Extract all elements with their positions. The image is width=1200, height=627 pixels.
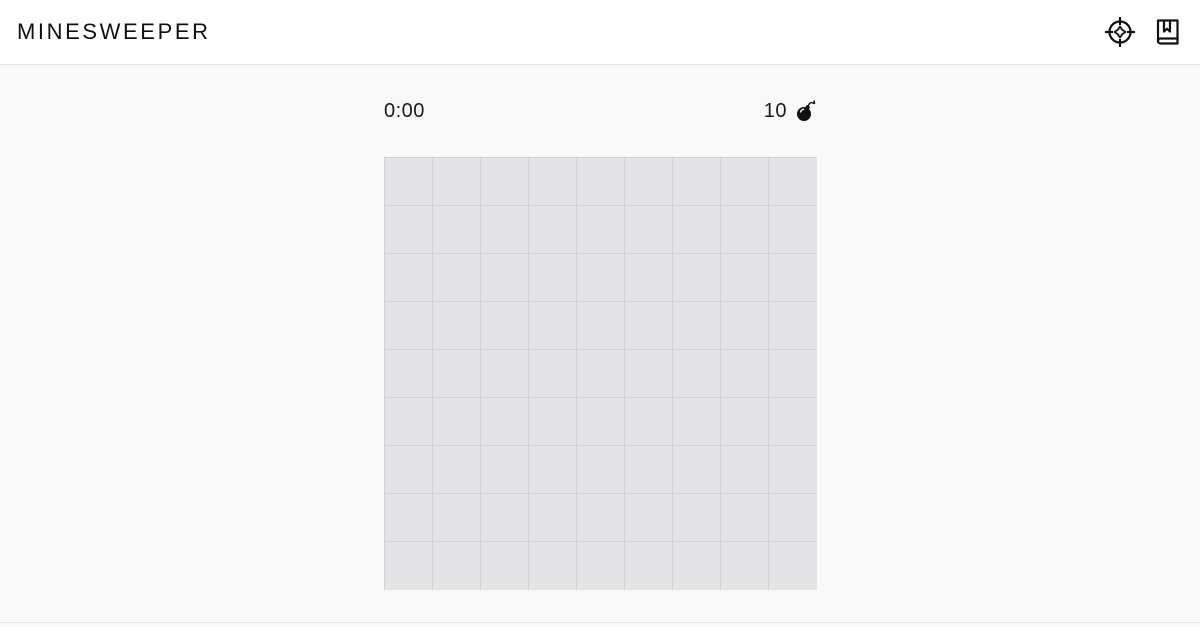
board-cell[interactable] (625, 350, 673, 398)
board-cell[interactable] (625, 206, 673, 254)
board-cell[interactable] (625, 302, 673, 350)
board-cell[interactable] (385, 542, 433, 590)
board-cell[interactable] (529, 350, 577, 398)
board-cell[interactable] (433, 350, 481, 398)
board-cell[interactable] (625, 542, 673, 590)
game-status-bar: 0:00 10 (384, 98, 817, 124)
board-cell[interactable] (577, 206, 625, 254)
board-cell[interactable] (481, 206, 529, 254)
board-cell[interactable] (721, 254, 769, 302)
mines-remaining: 10 (763, 100, 787, 122)
board-cell[interactable] (433, 302, 481, 350)
board-cell[interactable] (577, 398, 625, 446)
board-cell[interactable] (481, 302, 529, 350)
board-cell[interactable] (529, 254, 577, 302)
timer: 0:00 (384, 100, 425, 122)
board-cell[interactable] (625, 446, 673, 494)
board-cell[interactable] (433, 542, 481, 590)
app-title: MINESWEEPER (17, 19, 211, 44)
board-cell[interactable] (481, 158, 529, 206)
board-cell[interactable] (529, 542, 577, 590)
board-cell[interactable] (577, 158, 625, 206)
board-cell[interactable] (529, 302, 577, 350)
board-cell[interactable] (721, 494, 769, 542)
board-cell[interactable] (481, 446, 529, 494)
board-cell[interactable] (385, 494, 433, 542)
board-cell[interactable] (577, 350, 625, 398)
board-cell[interactable] (433, 158, 481, 206)
book-icon (1156, 19, 1179, 45)
board-cell[interactable] (433, 206, 481, 254)
board-cell[interactable] (625, 158, 673, 206)
board-cell[interactable] (385, 350, 433, 398)
rules-book-button[interactable] (1152, 16, 1184, 48)
board-cell[interactable] (673, 398, 721, 446)
board-cell[interactable] (721, 542, 769, 590)
board-cell[interactable] (481, 350, 529, 398)
board-cell[interactable] (385, 398, 433, 446)
board-cell[interactable] (529, 158, 577, 206)
board-cell[interactable] (721, 302, 769, 350)
board-cell[interactable] (433, 494, 481, 542)
board-cell[interactable] (481, 494, 529, 542)
board-cell[interactable] (673, 542, 721, 590)
board-cell[interactable] (481, 254, 529, 302)
board-cell[interactable] (385, 302, 433, 350)
board-cell[interactable] (673, 158, 721, 206)
board-cell[interactable] (385, 446, 433, 494)
board-cell[interactable] (529, 398, 577, 446)
board-cell[interactable] (625, 494, 673, 542)
board-cell[interactable] (433, 398, 481, 446)
board-cell[interactable] (625, 398, 673, 446)
minefield-board (384, 157, 817, 590)
app-header: MINESWEEPER (0, 0, 1200, 65)
board-cell[interactable] (433, 446, 481, 494)
mine-counter: 10 (764, 98, 817, 124)
board-cell[interactable] (769, 398, 817, 446)
board-cell[interactable] (577, 542, 625, 590)
board-cell[interactable] (673, 254, 721, 302)
bomb-icon (797, 100, 816, 121)
board-cell[interactable] (481, 542, 529, 590)
board-cell[interactable] (673, 494, 721, 542)
board-cell[interactable] (529, 446, 577, 494)
footer-divider (0, 622, 1200, 623)
board-cell[interactable] (625, 254, 673, 302)
board-cell[interactable] (433, 254, 481, 302)
board-cell[interactable] (673, 350, 721, 398)
board-cell[interactable] (769, 254, 817, 302)
board-cell[interactable] (577, 302, 625, 350)
board-cell[interactable] (577, 446, 625, 494)
board-cell[interactable] (673, 446, 721, 494)
crosshair-button[interactable] (1104, 16, 1136, 48)
board-cell[interactable] (769, 494, 817, 542)
board-cell[interactable] (529, 206, 577, 254)
board-cell[interactable] (577, 494, 625, 542)
board-cell[interactable] (721, 446, 769, 494)
board-cell[interactable] (769, 446, 817, 494)
board-cell[interactable] (721, 158, 769, 206)
board-cell[interactable] (481, 398, 529, 446)
board-cell[interactable] (385, 158, 433, 206)
board-cell[interactable] (673, 206, 721, 254)
board-cell[interactable] (721, 350, 769, 398)
board-cell[interactable] (769, 206, 817, 254)
board-cell[interactable] (385, 254, 433, 302)
board-cell[interactable] (673, 302, 721, 350)
board-cell[interactable] (385, 206, 433, 254)
crosshair-icon (1105, 17, 1135, 47)
board-cell[interactable] (529, 494, 577, 542)
board-cell[interactable] (769, 302, 817, 350)
board-cell[interactable] (769, 542, 817, 590)
board-cell[interactable] (769, 350, 817, 398)
board-cell[interactable] (577, 254, 625, 302)
board-cell[interactable] (769, 158, 817, 206)
board-cell[interactable] (721, 206, 769, 254)
board-cell[interactable] (721, 398, 769, 446)
